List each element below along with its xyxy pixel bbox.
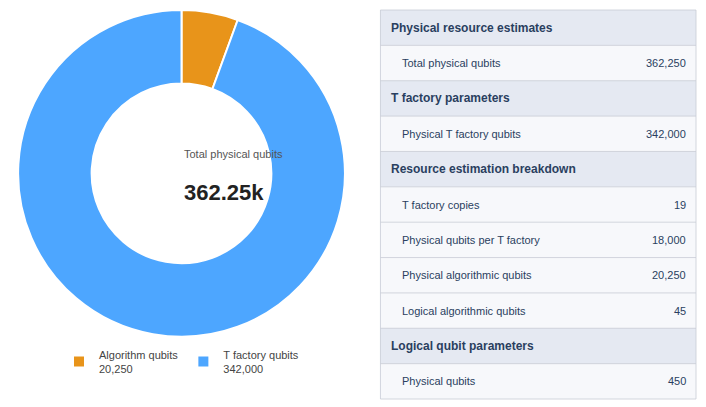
- svg-text:Physical algorithmic qubits: Physical algorithmic qubits: [402, 269, 532, 281]
- svg-text:Total physical qubits: Total physical qubits: [402, 57, 501, 69]
- svg-text:18,000: 18,000: [652, 234, 686, 246]
- svg-text:19: 19: [674, 199, 686, 211]
- svg-text:T factory parameters: T factory parameters: [391, 91, 510, 105]
- svg-text:20,250: 20,250: [652, 269, 686, 281]
- svg-text:Physical qubits per T factory: Physical qubits per T factory: [402, 234, 540, 246]
- svg-text:Logical algorithmic qubits: Logical algorithmic qubits: [402, 305, 526, 317]
- svg-text:450: 450: [668, 375, 686, 387]
- svg-text:342,000: 342,000: [646, 128, 686, 140]
- svg-text:Physical qubits: Physical qubits: [402, 375, 476, 387]
- svg-text:Physical T factory qubits: Physical T factory qubits: [402, 128, 521, 140]
- svg-text:Algorithm qubits20,250: Algorithm qubits20,250: [99, 349, 178, 375]
- svg-text:Total physical qubits: Total physical qubits: [184, 148, 283, 160]
- svg-text:362.25k: 362.25k: [184, 180, 264, 205]
- svg-text:362,250: 362,250: [646, 57, 686, 69]
- svg-text:45: 45: [674, 305, 686, 317]
- svg-text:T factory qubits342,000: T factory qubits342,000: [223, 349, 298, 375]
- svg-text:T factory copies: T factory copies: [402, 199, 480, 211]
- svg-text:Logical qubit parameters: Logical qubit parameters: [391, 339, 534, 353]
- svg-text:Resource estimation breakdown: Resource estimation breakdown: [391, 162, 576, 176]
- svg-text:Physical resource estimates: Physical resource estimates: [391, 21, 553, 35]
